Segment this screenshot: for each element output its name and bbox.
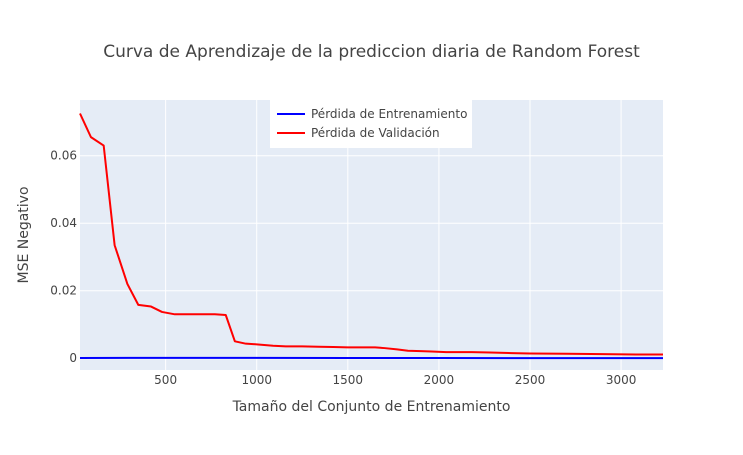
legend-label-validation[interactable]: Pérdida de Validación bbox=[311, 126, 440, 140]
y-tick-label: 0 bbox=[69, 351, 77, 365]
y-axis-title: MSE Negativo bbox=[16, 186, 32, 283]
x-tick-label: 500 bbox=[154, 373, 177, 387]
x-tick-label: 1500 bbox=[333, 373, 364, 387]
x-tick-label: 2500 bbox=[515, 373, 546, 387]
chart-title: Curva de Aprendizaje de la prediccion di… bbox=[103, 42, 640, 62]
legend[interactable]: Pérdida de Entrenamiento Pérdida de Vali… bbox=[270, 100, 472, 148]
x-tick-label: 1000 bbox=[241, 373, 272, 387]
x-tick-label: 2000 bbox=[424, 373, 455, 387]
x-axis-title: Tamaño del Conjunto de Entrenamiento bbox=[232, 399, 511, 415]
y-tick-label: 0.06 bbox=[50, 149, 77, 163]
y-tick-label: 0.04 bbox=[50, 216, 77, 230]
x-tick-label: 3000 bbox=[606, 373, 637, 387]
y-tick-label: 0.02 bbox=[50, 284, 77, 298]
legend-label-training[interactable]: Pérdida de Entrenamiento bbox=[311, 107, 467, 121]
